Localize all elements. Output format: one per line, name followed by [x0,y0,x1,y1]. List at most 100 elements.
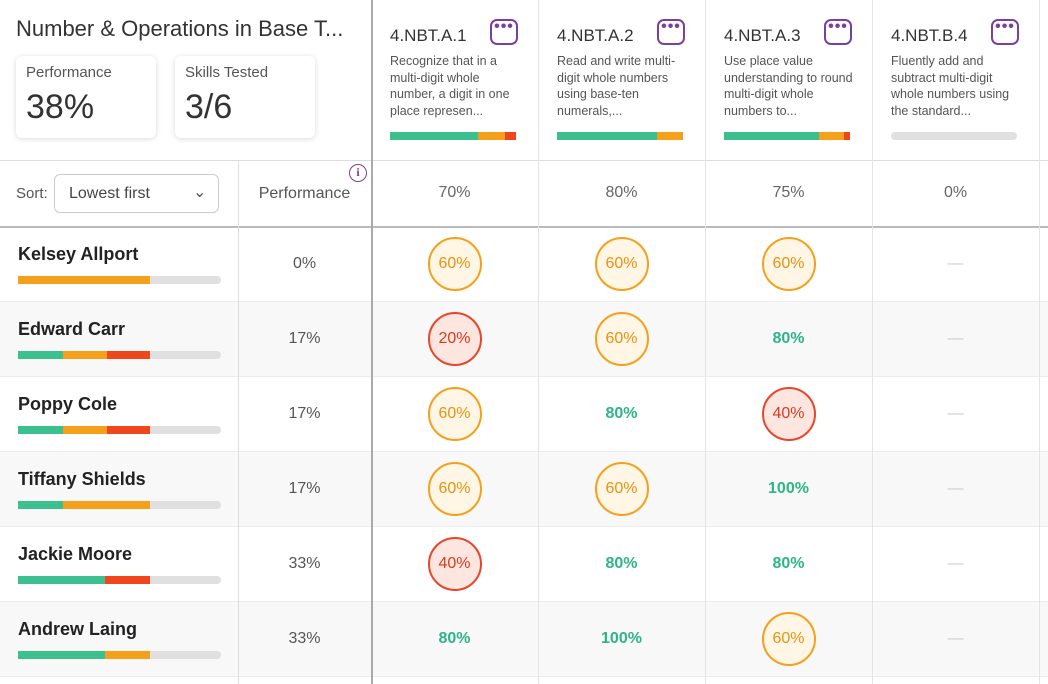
score-text: 80% [772,554,805,572]
score-text: 80% [605,404,638,422]
score-badge: 60% [594,461,649,516]
card-label: Performance [26,64,112,81]
score-badge: 40% [761,386,816,441]
standard-code: 4.NBT.A.3 [724,26,801,45]
bar-segment [18,576,106,584]
performance-header: Performance [258,185,351,202]
bar-segment [557,132,657,140]
card-label: Skills Tested [185,64,269,81]
bar-segment [478,132,505,140]
sort-label: Sort: [16,185,48,202]
col-divider [1039,0,1040,684]
class-score: 0% [943,184,968,201]
student-name: Kelsey Allport [18,244,139,264]
score-badge: 60% [427,386,482,441]
more-button[interactable]: ••• [824,19,852,45]
score-text: 80% [438,629,471,647]
bar-track [891,132,1017,140]
row-divider [0,601,1048,602]
student-performance: 0% [292,254,317,272]
bar-segment [62,426,108,434]
more-button[interactable]: ••• [490,19,518,45]
score-badge: 60% [761,236,816,291]
standard-code: 4.NBT.A.2 [557,26,634,45]
student-performance: 17% [288,479,321,497]
score-text: — [947,329,964,347]
performance-card: Performance 38% [16,56,156,138]
standard-code: 4.NBT.A.1 [390,26,467,45]
score-text: — [947,404,964,422]
student-performance: 33% [288,629,321,647]
score-badge: 40% [427,536,482,591]
row-divider [0,526,1048,527]
bar-segment [107,426,150,434]
score-text: 100% [768,479,809,497]
sort-dropdown[interactable]: Lowest first ⌄ [54,174,219,213]
bar-segment [504,132,516,140]
bar-segment [843,132,850,140]
bar-segment [18,501,63,509]
row-divider [0,301,1048,302]
score-text: — [947,254,964,272]
bar-segment [62,501,150,509]
score-text: — [947,629,964,647]
chevron: ⌄ [193,184,207,201]
student-name: Edward Carr [18,319,126,339]
row-divider [0,676,1048,677]
bar-segment [107,351,150,359]
bar-segment [818,132,844,140]
student-name: Tiffany Shields [18,469,146,489]
student-performance: 17% [288,404,321,422]
bar-segment [18,276,150,284]
bar-segment [62,351,108,359]
header-divider [0,160,1048,161]
standard-description: Recognize that in a multi-digit whole nu… [390,54,510,118]
row-background [0,601,1048,676]
header-bottom [0,226,1048,228]
col-divider [705,0,706,684]
student-performance: 17% [288,329,321,347]
info-icon[interactable]: i [349,164,367,182]
score-badge: 60% [427,236,482,291]
row-divider [0,451,1048,452]
score-badge: 60% [594,311,649,366]
student-name: Jackie Moore [18,544,133,564]
score-text: 80% [772,329,805,347]
class-score: 80% [605,184,638,201]
standard-description: Use place value understanding to round m… [724,54,853,118]
bar-segment [656,132,683,140]
row-background [0,301,1048,376]
bar-segment [390,132,479,140]
score-badge: 60% [427,461,482,516]
score-badge: 60% [761,611,816,666]
row-background [0,451,1048,526]
bar-segment [105,651,150,659]
class-score: 70% [438,184,471,201]
card-value: 38% [26,88,95,126]
score-badge: 60% [594,236,649,291]
standard-description: Read and write multi-digit whole numbers… [557,54,676,118]
title: Number & Operations in Base T... [16,16,344,41]
student-performance: 33% [288,554,321,572]
score-badge: 20% [427,311,482,366]
col-divider [538,0,539,684]
student-name: Andrew Laing [18,619,138,639]
bar-segment [18,351,63,359]
bar-segment [18,651,106,659]
score-text: — [947,554,964,572]
standard-code: 4.NBT.B.4 [891,26,968,45]
card-value: 3/6 [185,88,233,126]
bar-segment [105,576,150,584]
score-text: 80% [605,554,638,572]
row-divider [0,376,1048,377]
more-button[interactable]: ••• [657,19,685,45]
student-name: Poppy Cole [18,394,118,414]
bar-segment [18,426,63,434]
more-button[interactable]: ••• [991,19,1019,45]
col-divider [371,0,373,684]
sort-value: Lowest first [69,185,150,202]
score-text: 100% [601,629,642,647]
col-divider [872,0,873,684]
score-text: — [947,479,964,497]
class-score: 75% [772,184,805,201]
